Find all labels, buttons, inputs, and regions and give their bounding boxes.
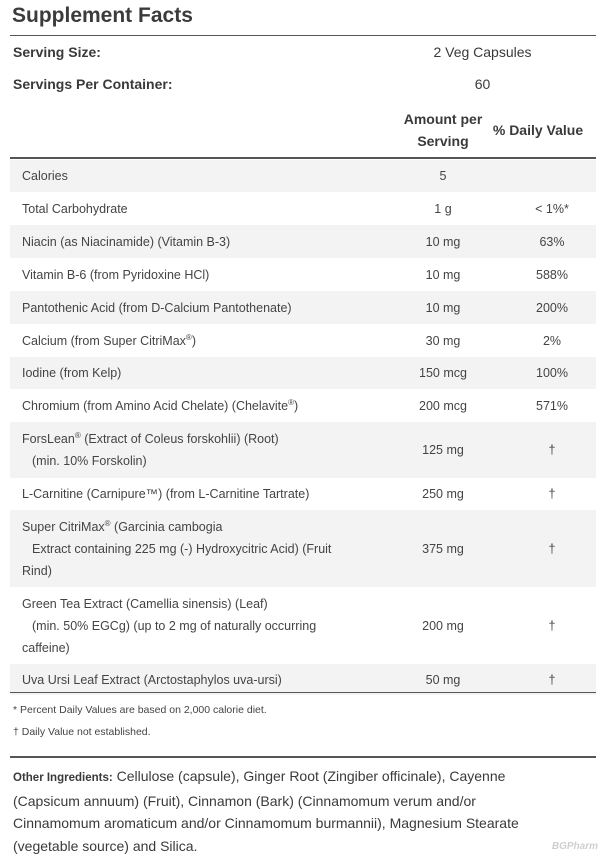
nutrient-name: Calories — [22, 169, 68, 183]
servings-per-container-value: 60 — [474, 76, 491, 92]
amount-cell: 125 mg — [422, 443, 464, 457]
serving-size-label: Serving Size: — [13, 44, 101, 60]
amount-cell: 200 mg — [422, 618, 464, 633]
table-row: Total Carbohydrate 1 g < 1%* — [10, 192, 596, 225]
amount-cell: 250 mg — [422, 487, 464, 501]
dv-cell: 63% — [539, 234, 565, 249]
dv-cell: 200% — [536, 300, 568, 315]
dv-header: % Daily Value — [492, 122, 584, 138]
registered-mark: ® — [74, 430, 81, 440]
table-row: L-Carnitine (Carnipure™) (from L-Carniti… — [10, 478, 596, 510]
nutrient-name: Green Tea Extract (Camellia sinensis) (L… — [22, 596, 268, 611]
nutrient-subtext: (min. 50% EGCg) (up to 2 mg of naturally… — [32, 618, 317, 633]
table-row: Chromium (from Amino Acid Chelate) (Chel… — [10, 389, 596, 422]
nutrient-name-tail: ) — [191, 333, 196, 348]
other-ingredients: Other Ingredients: Cellulose (capsule), … — [13, 765, 553, 857]
serving-size-value: 2 Veg Capsules — [433, 44, 532, 60]
nutrient-name: L-Carnitine (Carnipure™) (from L-Carniti… — [22, 487, 310, 501]
registered-mark: ® — [185, 332, 192, 342]
dv-cell: 571% — [536, 398, 568, 413]
nutrient-cell: Total Carbohydrate — [10, 198, 378, 220]
page-title: Supplement Facts — [12, 4, 193, 27]
nutrient-cell: Iodine (from Kelp) — [10, 362, 378, 384]
dv-cell: † — [548, 487, 556, 501]
bottom-divider — [10, 756, 596, 758]
nutrient-name: Calcium (from Super CitriMax — [22, 333, 186, 348]
amount-cell: 10 mg — [425, 267, 461, 282]
nutrient-name-tail: (Extract of Coleus forskohlii) (Root) — [80, 432, 279, 446]
table-row: Vitamin B-6 (from Pyridoxine HCl) 10 mg 58… — [10, 258, 596, 291]
nutrient-name: Total Carbohydrate — [22, 201, 128, 216]
table-row: Pantothenic Acid (from D-Calcium Pantoth… — [10, 291, 596, 324]
amount-cell: 375 mg — [422, 541, 464, 556]
nutrient-name: Vitamin B-6 (from Pyridoxine HCl) — [22, 267, 210, 282]
nutrient-cell: Pantothenic Acid (from D-Calcium Pantoth… — [10, 297, 378, 319]
amount-cell: 10 mg — [425, 234, 461, 249]
amount-cell: 150 mcg — [419, 366, 467, 380]
table-row: Uva Ursi Leaf Extract (Arctostaphylos uv… — [10, 664, 596, 695]
nutrient-cell: Super CitriMax® (Garcinia cambogia Extrac… — [10, 516, 378, 582]
nutrient-cell: Uva Ursi Leaf Extract (Arctostaphylos uv… — [10, 669, 378, 691]
amount-header-line2: Serving — [417, 133, 469, 149]
nutrient-name: ForsLean — [22, 432, 75, 446]
nutrient-name-tail: (Garcinia cambogia — [110, 519, 223, 534]
amount-cell: 5 — [439, 169, 447, 183]
table-row: Iodine (from Kelp) 150 mcg 100% — [10, 357, 596, 389]
dv-cell: † — [548, 672, 556, 687]
nutrient-name-tail: ) — [293, 398, 299, 413]
nutrient-cell: Chromium (from Amino Acid Chelate) (Chel… — [10, 395, 378, 417]
table-row: Niacin (as Niacinamide) (Vitamin B-3) 10 … — [10, 225, 596, 258]
amount-cell: 30 mg — [425, 333, 461, 348]
nutrient-name: Iodine (from Kelp) — [22, 366, 122, 380]
nutrient-cell: Niacin (as Niacinamide) (Vitamin B-3) — [10, 231, 378, 253]
dv-cell: 100% — [536, 366, 568, 380]
nutrient-name: Uva Ursi Leaf Extract (Arctostaphylos uv… — [22, 672, 282, 687]
nutrient-cell: L-Carnitine (Carnipure™) (from L-Carniti… — [10, 483, 378, 505]
nutrient-subtext: Extract containing 225 mg (-) Hydroxycit… — [32, 541, 332, 556]
amount-header-line1: Amount per — [403, 111, 483, 127]
registered-mark: ® — [288, 397, 294, 407]
watermark: BGPharm — [551, 841, 598, 852]
dv-cell: 2% — [542, 333, 562, 348]
amount-cell: 200 mcg — [419, 398, 467, 413]
other-ingredients-label: Other Ingredients: — [13, 772, 113, 784]
dv-cell: † — [548, 618, 556, 633]
nutrient-subtext: (min. 10% Forskolin) — [32, 454, 147, 468]
nutrient-subtext-cont: caffeine) — [22, 640, 70, 655]
top-divider — [10, 35, 596, 36]
table-row: Super CitriMax® (Garcinia cambogia Extrac… — [10, 510, 596, 587]
nutrient-name: Pantothenic Acid (from D-Calcium Pantoth… — [22, 300, 292, 315]
nutrient-table: Calories 5 Total Carbohydrate 1 g < 1%* Niaci… — [10, 160, 596, 695]
dv-cell: † — [548, 443, 556, 457]
nutrient-cell: Calcium (from Super CitriMax®) — [10, 330, 378, 352]
dv-cell: 588% — [536, 267, 568, 282]
nutrient-name: Super CitriMax — [22, 519, 105, 534]
header-divider — [10, 157, 596, 159]
nutrient-subtext-cont: Rind) — [22, 563, 52, 578]
dv-cell: † — [548, 541, 556, 556]
amount-cell: 1 g — [434, 201, 452, 216]
dv-footnote: * Percent Daily Values are based on 2,00… — [13, 704, 267, 716]
table-row: Calories 5 — [10, 160, 596, 192]
amount-cell: 50 mg — [425, 672, 461, 687]
table-row: ForsLean® (Extract of Coleus forskohlii)… — [10, 422, 596, 478]
servings-per-container-label: Servings Per Container: — [13, 76, 173, 92]
registered-mark: ® — [104, 518, 111, 528]
nutrient-name: Niacin (as Niacinamide) (Vitamin B-3) — [22, 234, 231, 249]
dv-cell: < 1%* — [535, 201, 569, 216]
table-row: Calcium (from Super CitriMax®) 30 mg 2% — [10, 324, 596, 357]
nutrient-cell: Green Tea Extract (Camellia sinensis) (L… — [10, 593, 378, 659]
amount-cell: 10 mg — [425, 300, 461, 315]
footer-divider — [10, 692, 596, 693]
other-ingredients-text: Cellulose (capsule), Ginger Root (Zingib… — [13, 768, 519, 854]
amount-header: Amount per Serving — [378, 108, 508, 152]
nutrient-cell: Calories — [10, 165, 378, 187]
dagger-footnote: † Daily Value not established. — [13, 726, 151, 738]
nutrient-cell: ForsLean® (Extract of Coleus forskohlii)… — [10, 428, 378, 472]
nutrient-cell: Vitamin B-6 (from Pyridoxine HCl) — [10, 264, 378, 286]
nutrient-name: Chromium (from Amino Acid Chelate) (Chel… — [22, 398, 289, 413]
table-row: Green Tea Extract (Camellia sinensis) (L… — [10, 587, 596, 664]
